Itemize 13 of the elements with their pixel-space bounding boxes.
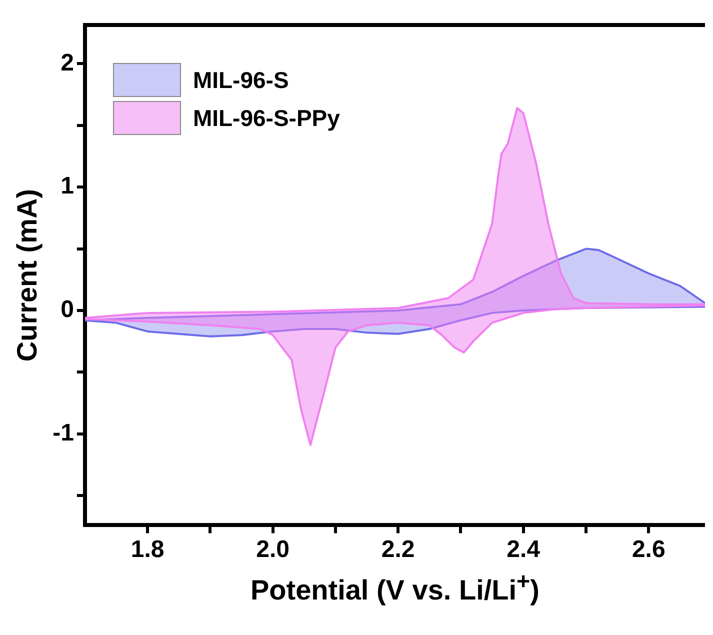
legend-label: MIL-96-S [192, 66, 289, 94]
x-tick-label: 1.8 [130, 536, 164, 564]
y-tick-label: 0 [60, 296, 74, 324]
y-axis-title: Current (mA) [12, 188, 43, 362]
x-tick-label: 2.2 [381, 536, 415, 564]
y-tick-label: 1 [60, 172, 74, 200]
y-tick-label: -1 [52, 420, 74, 447]
legend-label: MIL-96-S-PPy [192, 104, 340, 132]
y-tick-label: 2 [60, 49, 74, 76]
x-tick-label: 2.0 [256, 536, 290, 564]
x-axis-title: Potential (V vs. Li/Li$^{+}$) [249, 568, 540, 606]
x-tick-label: 2.6 [632, 536, 666, 564]
x-tick-label: 2.4 [506, 536, 541, 564]
